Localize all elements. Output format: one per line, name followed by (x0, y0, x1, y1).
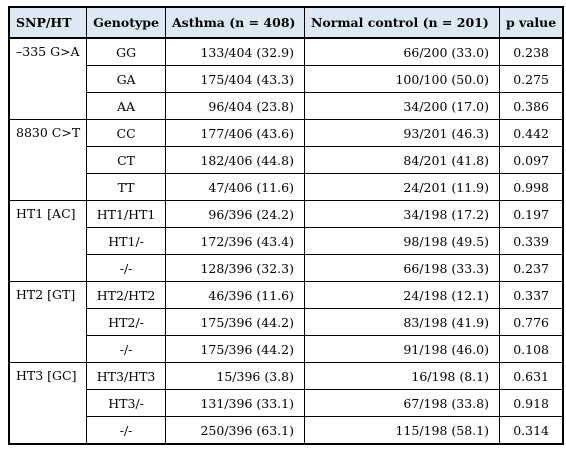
asthma-cell: 128/396 (32.3) (164, 254, 305, 282)
asthma-cell: 96/404 (23.8) (164, 92, 305, 120)
normal-control-cell: 91/198 (46.0) (303, 335, 500, 363)
genotype-cell: -/- (86, 335, 166, 363)
genotype-cell: AA (86, 92, 166, 120)
genotype-cell: GG (86, 37, 166, 66)
header-row: SNP/HT Genotype Asthma (n = 408) Normal … (8, 6, 564, 39)
table-row: -/- 128/396 (32.3) 66/198 (33.3) 0.237 (9, 254, 564, 282)
normal-control-cell: 115/198 (58.1) (303, 416, 500, 445)
table-row: GA 175/404 (43.3) 100/100 (50.0) 0.275 (9, 65, 564, 93)
normal-control-cell: 34/198 (17.2) (303, 200, 500, 228)
snp-ht-cell: 8830 C>T (8, 119, 88, 201)
header-asthma: Asthma (n = 408) (164, 6, 305, 39)
snp-ht-cell: HT2 [GT] (8, 281, 88, 363)
asthma-cell: 131/396 (33.1) (164, 389, 305, 417)
header-genotype: Genotype (86, 6, 166, 39)
genotype-cell: CC (86, 119, 166, 147)
genotype-cell: HT1/HT1 (86, 200, 166, 228)
asthma-cell: 177/406 (43.6) (164, 119, 305, 147)
genotype-cell: HT1/- (86, 227, 166, 255)
normal-control-cell: 66/198 (33.3) (303, 254, 500, 282)
genotype-cell: TT (86, 173, 166, 201)
p-value-cell: 0.442 (498, 119, 564, 147)
asthma-cell: 175/396 (44.2) (164, 335, 305, 363)
normal-control-cell: 93/201 (46.3) (303, 119, 500, 147)
table-row: -/- 175/396 (44.2) 91/198 (46.0) 0.108 (9, 335, 564, 363)
normal-control-cell: 24/198 (12.1) (303, 281, 500, 309)
genotype-cell: GA (86, 65, 166, 93)
table-body: –335 G>A GG 133/404 (32.9) 66/200 (33.0) 0.2… (8, 37, 564, 445)
normal-control-cell: 16/198 (8.1) (303, 362, 500, 390)
normal-control-cell: 98/198 (49.5) (303, 227, 500, 255)
table-row: HT3 [GC] HT3/HT3 15/396 (3.8) 16/198 (8.1) 0… (8, 362, 564, 445)
snp-ht-cell: –335 G>A (8, 37, 88, 120)
p-value-cell: 0.776 (498, 308, 564, 336)
genotype-cell: -/- (86, 254, 166, 282)
table-row: –335 G>A GG 133/404 (32.9) 66/200 (33.0) 0.2… (8, 37, 564, 120)
table-row: HT2 [GT] HT2/HT2 46/396 (11.6) 24/198 (12.1… (8, 281, 564, 363)
p-value-cell: 0.339 (498, 227, 564, 255)
p-value-cell: 0.238 (498, 37, 564, 66)
asthma-cell: 182/406 (44.8) (164, 146, 305, 174)
normal-control-cell: 84/201 (41.8) (303, 146, 500, 174)
asthma-cell: 250/396 (63.1) (164, 416, 305, 445)
header-p-value: p value (498, 6, 564, 39)
asthma-cell: 15/396 (3.8) (164, 362, 305, 390)
asthma-cell: 47/406 (11.6) (164, 173, 305, 201)
header-snp-ht: SNP/HT (8, 6, 88, 39)
table-row: TT 47/406 (11.6) 24/201 (11.9) 0.998 (9, 173, 564, 201)
normal-control-cell: 24/201 (11.9) (303, 173, 500, 201)
table-header: SNP/HT Genotype Asthma (n = 408) Normal … (8, 6, 564, 39)
genotype-cell: HT2/HT2 (86, 281, 166, 309)
genotype-cell: CT (86, 146, 166, 174)
p-value-cell: 0.314 (498, 416, 564, 445)
normal-control-cell: 66/200 (33.0) (303, 37, 500, 66)
p-value-cell: 0.918 (498, 389, 564, 417)
genotype-cell: HT3/- (86, 389, 166, 417)
normal-control-cell: 83/198 (41.9) (303, 308, 500, 336)
table-row: HT1 [AC] HT1/HT1 96/396 (24.2) 34/198 (17.2… (8, 200, 564, 282)
table-row: CT 182/406 (44.8) 84/201 (41.8) 0.097 (9, 146, 564, 174)
table-row: HT2/- 175/396 (44.2) 83/198 (41.9) 0.776 (9, 308, 564, 336)
p-value-cell: 0.237 (498, 254, 564, 282)
genotype-table: SNP/HT Genotype Asthma (n = 408) Normal … (8, 6, 565, 445)
table-row: HT1/- 172/396 (43.4) 98/198 (49.5) 0.339 (9, 227, 564, 255)
genotype-cell: HT2/- (86, 308, 166, 336)
genotype-cell: HT3/HT3 (86, 362, 166, 390)
snp-ht-cell: HT1 [AC] (8, 200, 88, 282)
genotype-cell: -/- (86, 416, 166, 445)
table-row: AA 96/404 (23.8) 34/200 (17.0) 0.386 (9, 92, 564, 120)
table-row: 8830 C>T CC 177/406 (43.6) 93/201 (46.3) 0.4… (8, 119, 564, 201)
p-value-cell: 0.998 (498, 173, 564, 201)
p-value-cell: 0.631 (498, 362, 564, 390)
p-value-cell: 0.097 (498, 146, 564, 174)
normal-control-cell: 34/200 (17.0) (303, 92, 500, 120)
table-row: -/- 250/396 (63.1) 115/198 (58.1) 0.314 (9, 416, 564, 445)
p-value-cell: 0.337 (498, 281, 564, 309)
snp-ht-cell: HT3 [GC] (8, 362, 88, 445)
p-value-cell: 0.108 (498, 335, 564, 363)
asthma-cell: 96/396 (24.2) (164, 200, 305, 228)
asthma-cell: 175/404 (43.3) (164, 65, 305, 93)
header-normal-control: Normal control (n = 201) (303, 6, 500, 39)
asthma-cell: 46/396 (11.6) (164, 281, 305, 309)
normal-control-cell: 67/198 (33.8) (303, 389, 500, 417)
p-value-cell: 0.386 (498, 92, 564, 120)
asthma-cell: 172/396 (43.4) (164, 227, 305, 255)
table-row: HT3/- 131/396 (33.1) 67/198 (33.8) 0.918 (9, 389, 564, 417)
p-value-cell: 0.275 (498, 65, 564, 93)
asthma-cell: 133/404 (32.9) (164, 37, 305, 66)
normal-control-cell: 100/100 (50.0) (303, 65, 500, 93)
table-container: SNP/HT Genotype Asthma (n = 408) Normal … (8, 6, 565, 445)
p-value-cell: 0.197 (498, 200, 564, 228)
asthma-cell: 175/396 (44.2) (164, 308, 305, 336)
